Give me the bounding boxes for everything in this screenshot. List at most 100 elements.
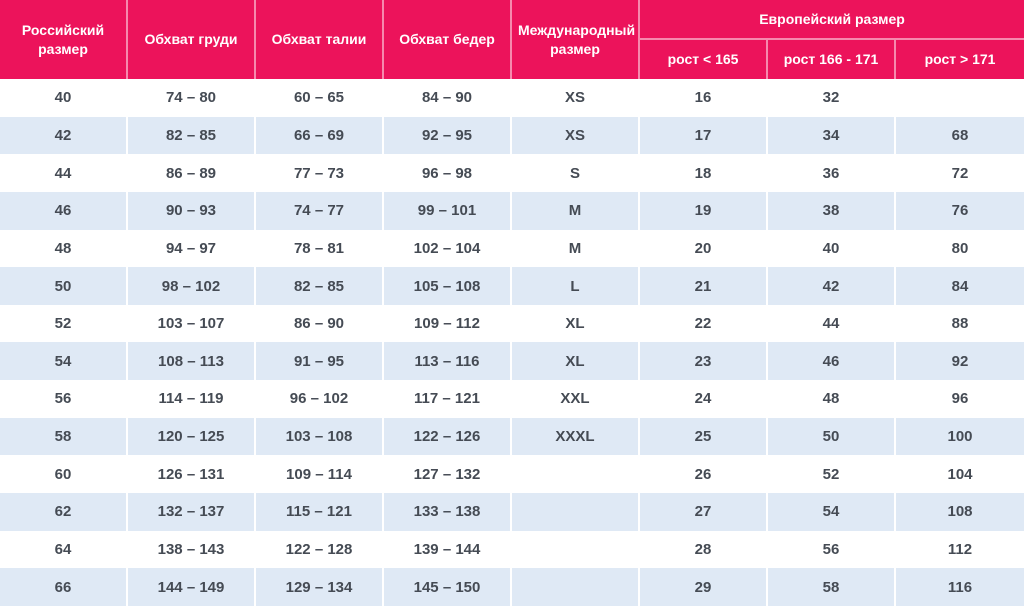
table-row: 64 138 – 143 122 – 128 139 – 144 28 56 112 (0, 530, 1024, 569)
table-cell: 92 (951, 352, 969, 370)
table-header: Российский размер Обхват груди Обхват та… (0, 0, 1024, 79)
table-cell: 74 – 77 (256, 191, 384, 230)
table-cell: 68 (951, 126, 969, 144)
table-cell: 52 (0, 304, 128, 343)
table-cell: 132 – 137 (128, 493, 256, 531)
table-cell: 94 – 97 (128, 229, 256, 268)
table-cell: 19 (640, 191, 768, 230)
table-cell: 92 – 95 (384, 116, 512, 155)
table-cell: 117 – 121 (384, 380, 512, 418)
table-cell: 82 – 85 (256, 267, 384, 305)
table-cell (512, 455, 640, 494)
table-cell: S (512, 154, 640, 192)
table-cell: 122 – 126 (384, 417, 512, 456)
table-cell: 60 (0, 455, 128, 494)
table-cell: 126 – 131 (128, 455, 256, 494)
table-row: 66 144 – 149 129 – 134 145 – 150 29 58 116 (0, 568, 1024, 606)
header-international-size: Международный размер (512, 0, 640, 79)
table-cell: 29 (640, 568, 768, 606)
table-cell: 91 – 95 (256, 342, 384, 381)
table-cell: 62 (0, 493, 128, 531)
table-cell: 28 (640, 530, 768, 569)
table-cell: 42 (0, 116, 128, 155)
table-cell: 103 – 108 (256, 417, 384, 456)
table-row: 52 103 – 107 86 – 90 109 – 112 XL 22 44 88 (0, 304, 1024, 343)
table-cell: 46 (768, 342, 896, 381)
table-cell: 77 – 73 (256, 154, 384, 192)
table-cell: 36 (768, 154, 896, 192)
table-cell: 139 – 144 (384, 530, 512, 569)
table-cell: 25 (640, 417, 768, 456)
header-russian-size: Российский размер (0, 0, 128, 79)
table-cell: 66 – 69 (256, 116, 384, 155)
table-cell: 88 (951, 315, 969, 333)
table-cell: 17 (640, 116, 768, 155)
table-cell: XXL (512, 380, 640, 418)
table-cell: 23 (640, 342, 768, 381)
table-cell: 113 – 116 (384, 342, 512, 381)
table-cell: M (512, 229, 640, 268)
table-row: 60 126 – 131 109 – 114 127 – 132 26 52 104 (0, 455, 1024, 494)
table-cell: 44 (768, 304, 896, 343)
table-cell: 133 – 138 (384, 493, 512, 531)
table-cell: L (512, 267, 640, 305)
table-cell: 98 – 102 (128, 267, 256, 305)
table-cell: 144 – 149 (128, 568, 256, 606)
table-cell: 80 (951, 239, 969, 257)
header-height-lt-165: рост < 165 (640, 40, 768, 79)
table-cell: 38 (768, 191, 896, 230)
table-row: 46 90 – 93 74 – 77 99 – 101 M 19 38 76 (0, 191, 1024, 230)
table-cell: 74 – 80 (128, 79, 256, 117)
table-row: 54 108 – 113 91 – 95 113 – 116 XL 23 46 92 (0, 342, 1024, 381)
table-cell: XL (512, 304, 640, 343)
table-cell: 145 – 150 (384, 568, 512, 606)
table-cell: 21 (640, 267, 768, 305)
table-cell: 60 – 65 (256, 79, 384, 117)
table-cell: 50 (0, 267, 128, 305)
table-cell: 58 (0, 417, 128, 456)
table-cell: 127 – 132 (384, 455, 512, 494)
table-cell: 112 (947, 541, 973, 558)
table-row: 62 132 – 137 115 – 121 133 – 138 27 54 108 (0, 493, 1024, 531)
table-cell: 34 (768, 116, 896, 155)
table-cell: 108 (947, 503, 973, 521)
table-cell: 102 – 104 (384, 229, 512, 268)
table-cell: XXXL (512, 417, 640, 456)
table-cell: 40 (768, 229, 896, 268)
table-cell: XL (512, 342, 640, 381)
table-cell: 18 (640, 154, 768, 192)
table-cell: 103 – 107 (128, 304, 256, 343)
table-cell: 82 – 85 (128, 116, 256, 155)
header-european-size: Европейский размер (640, 0, 1024, 40)
table-cell: 72 (951, 164, 969, 182)
table-cell: 129 – 134 (256, 568, 384, 606)
table-cell: XS (512, 116, 640, 155)
table-cell: M (512, 191, 640, 230)
table-row: 50 98 – 102 82 – 85 105 – 108 L 21 42 84 (0, 267, 1024, 305)
table-cell: 96 – 102 (256, 380, 384, 418)
table-cell: 109 – 112 (384, 304, 512, 343)
table-cell (512, 493, 640, 531)
table-cell: 78 – 81 (256, 229, 384, 268)
table-cell: 48 (0, 229, 128, 268)
table-cell: 105 – 108 (384, 267, 512, 305)
table-cell: 138 – 143 (128, 530, 256, 569)
table-cell: 64 (0, 530, 128, 569)
table-cell: 54 (768, 493, 896, 531)
table-cell: 116 (947, 578, 973, 596)
table-cell (896, 79, 1024, 117)
table-cell (512, 530, 640, 569)
table-cell: 84 – 90 (384, 79, 512, 117)
table-cell: 52 (768, 455, 896, 494)
table-cell: 46 (0, 191, 128, 230)
table-cell: XS (512, 79, 640, 117)
table-cell: 44 (0, 154, 128, 192)
table-cell: 76 (951, 202, 969, 220)
header-hips: Обхват бедер (384, 0, 512, 79)
table-cell: 84 (951, 277, 969, 295)
table-cell: 54 (0, 342, 128, 381)
table-cell: 26 (640, 455, 768, 494)
table-row: 48 94 – 97 78 – 81 102 – 104 M 20 40 80 (0, 229, 1024, 268)
table-cell: 22 (640, 304, 768, 343)
